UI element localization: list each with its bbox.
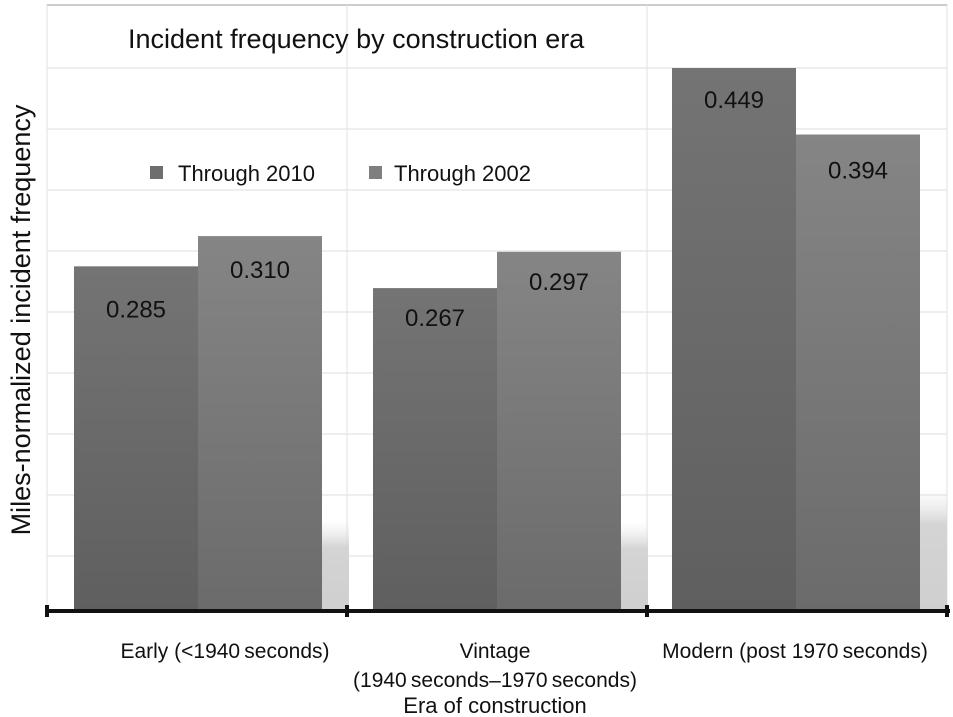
- bar-value-label: 0.449: [704, 87, 764, 114]
- bar-value-label: 0.297: [529, 269, 589, 296]
- x-axis: [45, 605, 950, 617]
- legend-swatch-through-2010: [150, 166, 163, 179]
- chart-title: Incident frequency by construction era: [128, 24, 585, 54]
- x-tick-label: Vintage: [460, 640, 531, 663]
- bar-value-label: 0.310: [230, 257, 290, 284]
- value-labels: 0.285 0.267 0.449 0.310 0.297 0.394: [106, 87, 888, 332]
- bar-through-2010-1: [373, 288, 497, 611]
- legend-label-through-2010: Through 2010: [178, 161, 315, 186]
- bars: [74, 68, 920, 612]
- bar-value-label: 0.285: [106, 296, 166, 323]
- bar-shadow: [322, 520, 349, 611]
- bar-through-2002-1: [497, 251, 621, 611]
- bar-through-2010-2: [672, 68, 796, 611]
- x-tick-label: (1940 seconds–1970 seconds): [353, 669, 637, 692]
- category-labels: Early (<1940 seconds) Vintage (1940 second…: [120, 640, 927, 692]
- bar-shadows: [322, 488, 947, 611]
- bar-value-label: 0.394: [828, 158, 888, 185]
- bar-through-2010-0: [74, 266, 198, 611]
- x-tick-label: Modern (post 1970 seconds): [662, 640, 928, 663]
- x-tick-label: Early (<1940 seconds): [120, 640, 329, 663]
- bar-shadow: [621, 522, 648, 611]
- bar-shadow: [920, 488, 947, 611]
- bar-through-2002-0: [198, 236, 322, 611]
- y-axis-title: Miles-normalized incident frequency: [6, 104, 36, 535]
- bar-through-2002-2: [796, 134, 920, 612]
- bar-value-label: 0.267: [405, 305, 465, 332]
- legend-label-through-2002: Through 2002: [394, 161, 531, 186]
- x-axis-title: Era of construction: [403, 693, 586, 717]
- legend-swatch-through-2002: [369, 166, 382, 179]
- x-axis-ticks: [45, 605, 949, 617]
- legend: Through 2010 Through 2002: [150, 161, 531, 186]
